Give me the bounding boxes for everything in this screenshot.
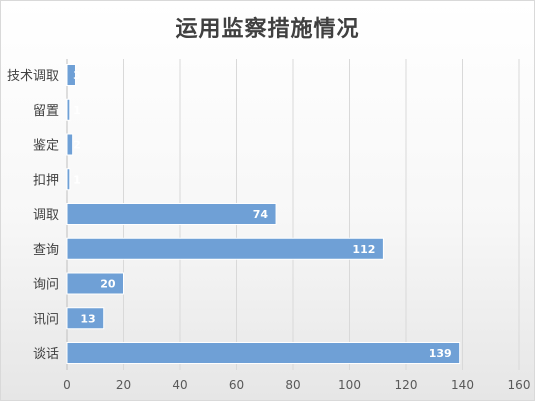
category-label: 询问: [33, 278, 59, 293]
x-tick-label: 40: [172, 378, 187, 392]
data-label: 1: [73, 104, 81, 117]
data-label: 112: [352, 243, 375, 256]
data-label: 13: [80, 312, 95, 325]
x-tick-label: 120: [395, 378, 418, 392]
x-tick-label: 20: [116, 378, 131, 392]
x-tick-label: 60: [229, 378, 244, 392]
data-label: 1: [73, 173, 81, 186]
data-label: 74: [253, 208, 269, 221]
x-tick-label: 80: [285, 378, 300, 392]
x-tick-label: 0: [63, 378, 71, 392]
bar: [66, 307, 105, 330]
bar: [66, 237, 384, 260]
bar: [66, 64, 76, 86]
category-label: 讯问: [33, 312, 59, 327]
chart-title: 运用监察措施情况: [175, 17, 360, 42]
bar: [66, 272, 124, 295]
category-label: 留置: [33, 104, 59, 119]
data-label: 3: [73, 69, 81, 82]
bar: [66, 98, 71, 121]
category-label: 技术调取: [7, 69, 59, 84]
x-tick-label: 100: [338, 378, 361, 392]
x-tick-label: 140: [451, 378, 474, 392]
x-tick-label: 160: [508, 378, 531, 392]
data-label: 139: [429, 347, 452, 360]
category-label: 扣押: [33, 173, 59, 188]
category-label: 查询: [33, 243, 59, 258]
bar: [66, 203, 277, 225]
data-label: 20: [100, 278, 116, 291]
data-label: 2: [73, 139, 81, 152]
bar: [66, 133, 74, 156]
bar: [66, 342, 461, 364]
bar: [66, 168, 71, 191]
category-label: 调取: [33, 208, 59, 223]
category-label: 谈话: [33, 347, 59, 362]
category-label: 鉴定: [33, 139, 59, 154]
